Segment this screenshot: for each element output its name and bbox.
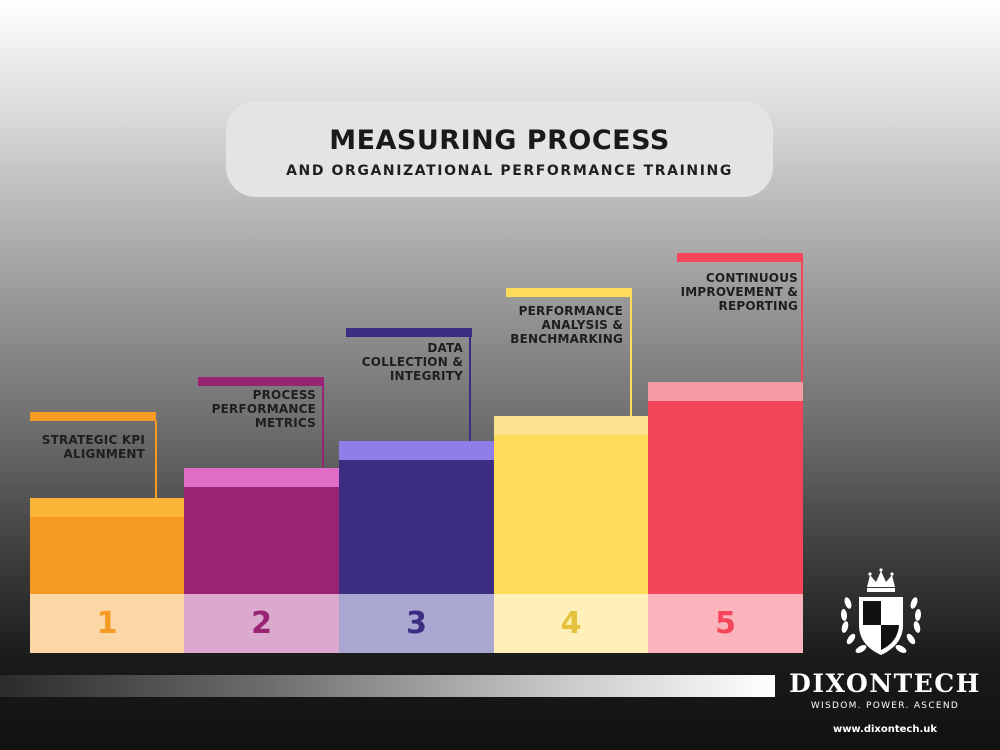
step-1-tab	[30, 412, 156, 421]
step-2-bar-band	[184, 468, 339, 487]
step-4-number: 4	[494, 594, 648, 653]
step-2-label: PROCESS PERFORMANCE METRICS	[212, 388, 316, 430]
brand-name: DIXONTECH	[789, 669, 981, 698]
footer-gradient-strip	[0, 675, 775, 697]
step-3-number: 3	[339, 594, 494, 653]
step-1-label: STRATEGIC KPI ALIGNMENT	[42, 433, 145, 461]
step-5-bar	[648, 382, 803, 594]
title-box: MEASURING PROCESS AND ORGANIZATIONAL PER…	[226, 101, 773, 197]
step-5-tab	[677, 253, 803, 262]
step-3-bar	[339, 441, 494, 594]
step-3-bar-band	[339, 441, 494, 460]
step-3-label-line-1: DATA	[427, 341, 463, 355]
step-1-leader	[155, 421, 157, 518]
step-4-bar	[494, 416, 648, 594]
step-2-label-line-1: PROCESS	[252, 388, 316, 402]
step-5-label: CONTINUOUS IMPROVEMENT & REPORTING	[681, 271, 798, 313]
step-3-label: DATA COLLECTION & INTEGRITY	[362, 341, 463, 383]
step-1-bar	[30, 498, 184, 594]
step-2-number: 2	[184, 594, 339, 653]
step-1-number: 1	[30, 594, 184, 653]
step-5-label-line-2: IMPROVEMENT &	[680, 285, 798, 299]
step-3-leader	[469, 337, 471, 460]
step-4-bar-band	[494, 416, 648, 435]
step-5-label-line-3: REPORTING	[718, 299, 798, 313]
step-4-leader	[630, 297, 632, 505]
step-1-label-line-2: ALIGNMENT	[63, 447, 145, 461]
crest-logo-icon	[840, 568, 922, 655]
step-3-label-line-3: INTEGRITY	[389, 369, 463, 383]
page-subtitle: AND ORGANIZATIONAL PERFORMANCE TRAINING	[286, 163, 733, 179]
step-2-bar	[184, 468, 339, 594]
brand-url[interactable]: www.dixontech.uk	[832, 724, 938, 735]
step-5-label-line-1: CONTINUOUS	[705, 271, 798, 285]
step-2-label-line-3: METRICS	[254, 416, 316, 430]
step-1-bar-band	[30, 498, 184, 517]
step-3-label-line-2: COLLECTION &	[361, 355, 463, 369]
step-2-leader	[322, 386, 324, 467]
step-5-bar-band	[648, 382, 803, 401]
step-5-number: 5	[648, 594, 803, 653]
step-5-leader	[801, 262, 803, 382]
step-1-label-line-1: STRATEGIC KPI	[41, 433, 145, 447]
step-3-tab	[346, 328, 472, 337]
step-4-label: PERFORMANCE ANALYSIS & BENCHMARKING	[510, 304, 623, 346]
step-4-label-line-2: ANALYSIS &	[541, 318, 623, 332]
page-title: MEASURING PROCESS	[329, 125, 670, 156]
step-4-label-line-3: BENCHMARKING	[510, 332, 623, 346]
brand-tagline: WISDOM. POWER. ASCEND	[810, 701, 960, 711]
step-4-label-line-1: PERFORMANCE	[518, 304, 623, 318]
step-2-label-line-2: PERFORMANCE	[211, 402, 316, 416]
step-2-tab	[198, 377, 324, 386]
step-4-tab	[506, 288, 632, 297]
